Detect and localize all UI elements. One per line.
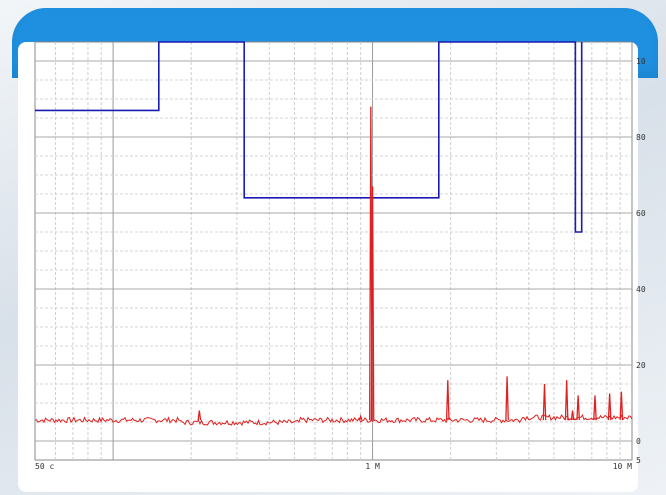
y-tick-label: 80 <box>636 133 646 142</box>
x-tick-label: 1 M <box>365 462 380 471</box>
y-tick-label: 10 <box>636 57 646 66</box>
spectrum-peak <box>370 186 375 421</box>
x-tick-label: 10 M <box>613 462 632 471</box>
y-tick-label: 5 <box>636 456 641 465</box>
spectrum-peak <box>564 380 569 421</box>
spectrum-peak <box>607 393 612 421</box>
spectrum-peak <box>505 376 509 421</box>
grid <box>34 41 633 461</box>
y-tick-label: 60 <box>636 209 646 218</box>
spectrum-peak <box>593 395 597 421</box>
y-tick-label: 20 <box>636 361 646 370</box>
spectrum-peak <box>542 383 547 421</box>
spectrum-noise-floor <box>34 413 633 427</box>
limit-mask <box>35 41 583 233</box>
x-tick-label: 50 c <box>35 462 54 471</box>
spectrum-peak <box>197 410 202 421</box>
spectrum-peak <box>576 395 580 421</box>
y-tick-label: 0 <box>636 437 641 446</box>
y-tick-label: 40 <box>636 285 646 294</box>
limit-mask-line <box>35 41 583 233</box>
spectrum-peak <box>619 391 624 421</box>
spectrum-peak <box>358 414 363 421</box>
tick-labels: 10 80 60 40 20 0 5 50 c 1 M 10 M <box>35 57 646 471</box>
spectrum-peak <box>445 380 450 421</box>
spectrum-peak <box>570 410 575 421</box>
spectrum-trace <box>34 106 633 427</box>
